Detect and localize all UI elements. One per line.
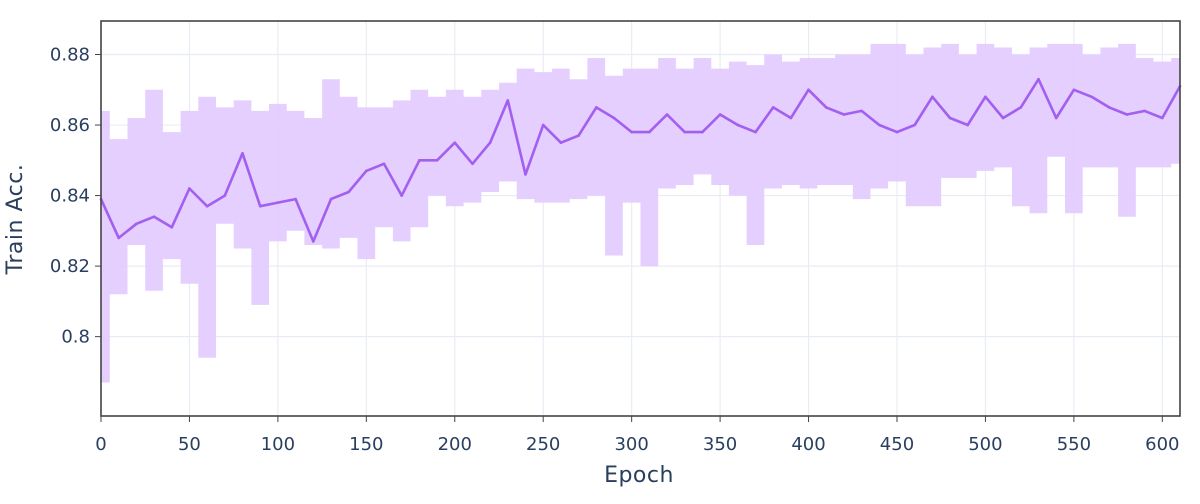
data-point bbox=[170, 226, 174, 229]
data-point bbox=[365, 169, 368, 173]
data-point bbox=[347, 190, 350, 194]
y-axis-title: Train Acc. bbox=[3, 164, 28, 276]
confidence-band bbox=[101, 43, 1180, 383]
data-point bbox=[117, 236, 120, 240]
data-point bbox=[258, 204, 262, 208]
data-point bbox=[135, 222, 138, 226]
data-point bbox=[789, 116, 793, 120]
axes bbox=[95, 20, 1181, 422]
x-tick-label: 600 bbox=[1145, 434, 1179, 455]
data-point bbox=[648, 130, 651, 134]
data-point bbox=[683, 130, 686, 134]
data-point bbox=[418, 159, 421, 162]
data-point bbox=[400, 194, 404, 197]
x-tick-label: 0 bbox=[95, 434, 106, 455]
data-point bbox=[1143, 109, 1146, 113]
mean-line-layer bbox=[99, 77, 1182, 243]
data-point bbox=[506, 99, 510, 102]
data-point bbox=[1037, 77, 1040, 81]
data-point bbox=[842, 113, 846, 116]
data-point bbox=[984, 95, 987, 99]
data-point bbox=[736, 123, 740, 127]
data-point bbox=[276, 201, 280, 204]
y-tick-label: 0.84 bbox=[50, 186, 90, 207]
x-tick-label: 50 bbox=[178, 434, 201, 455]
data-point bbox=[1161, 116, 1164, 120]
data-point bbox=[294, 197, 297, 201]
data-point bbox=[488, 141, 492, 144]
data-point bbox=[718, 113, 722, 116]
data-point bbox=[188, 187, 191, 190]
data-point bbox=[913, 123, 916, 127]
data-point bbox=[577, 134, 580, 137]
data-point bbox=[1090, 95, 1093, 99]
x-tick-label: 500 bbox=[968, 434, 1002, 455]
data-point bbox=[966, 123, 969, 127]
data-point bbox=[205, 204, 209, 208]
x-tick-label: 200 bbox=[438, 434, 472, 455]
data-point bbox=[595, 106, 598, 109]
x-tick-label: 150 bbox=[349, 434, 383, 455]
data-point bbox=[329, 197, 333, 201]
y-tick-label: 0.86 bbox=[50, 115, 90, 136]
plot-frame bbox=[100, 20, 1181, 417]
x-tick-labels: 0 50 100 150 200 250 300 350 400 450 500 550 600 bbox=[95, 434, 1179, 455]
data-point bbox=[1019, 106, 1023, 109]
data-point bbox=[312, 240, 315, 243]
data-point bbox=[241, 152, 244, 155]
y-tick-labels: 0.8 0.82 0.84 0.86 0.88 bbox=[50, 45, 90, 348]
data-point bbox=[931, 95, 934, 99]
data-point bbox=[152, 215, 156, 218]
data-point bbox=[559, 141, 563, 144]
x-tick-label: 300 bbox=[614, 434, 648, 455]
data-point bbox=[435, 159, 439, 162]
data-point bbox=[824, 106, 828, 109]
data-point bbox=[1054, 116, 1058, 120]
x-tick-label: 400 bbox=[791, 434, 825, 455]
x-tick-label: 100 bbox=[261, 434, 295, 455]
data-point bbox=[471, 162, 474, 166]
data-point bbox=[1001, 116, 1005, 120]
y-tick-label: 0.88 bbox=[50, 45, 90, 66]
confidence-band-layer bbox=[101, 43, 1180, 383]
x-tick-label: 550 bbox=[1057, 434, 1091, 455]
y-tick-label: 0.8 bbox=[61, 327, 90, 348]
data-point bbox=[701, 130, 704, 134]
x-axis-title: Epoch bbox=[604, 463, 674, 488]
x-tick-label: 450 bbox=[880, 434, 914, 455]
data-point bbox=[807, 88, 810, 92]
data-point bbox=[223, 194, 227, 197]
data-point bbox=[948, 116, 952, 120]
data-point bbox=[541, 123, 545, 127]
data-point bbox=[1072, 88, 1076, 92]
data-point bbox=[754, 130, 757, 134]
data-point bbox=[878, 123, 881, 127]
train-accuracy-line bbox=[99, 77, 1182, 243]
data-point bbox=[665, 113, 669, 116]
data-point bbox=[1125, 113, 1129, 116]
x-tick-label: 250 bbox=[526, 434, 560, 455]
data-point bbox=[612, 116, 616, 120]
data-point bbox=[453, 141, 457, 144]
data-point bbox=[1107, 106, 1111, 109]
x-tick-label: 350 bbox=[703, 434, 737, 455]
data-point bbox=[382, 162, 386, 166]
y-tick-label: 0.82 bbox=[50, 256, 90, 277]
data-point bbox=[630, 130, 633, 134]
data-point bbox=[860, 109, 863, 113]
data-point bbox=[524, 173, 527, 176]
data-point bbox=[895, 130, 899, 134]
data-point bbox=[771, 106, 775, 109]
